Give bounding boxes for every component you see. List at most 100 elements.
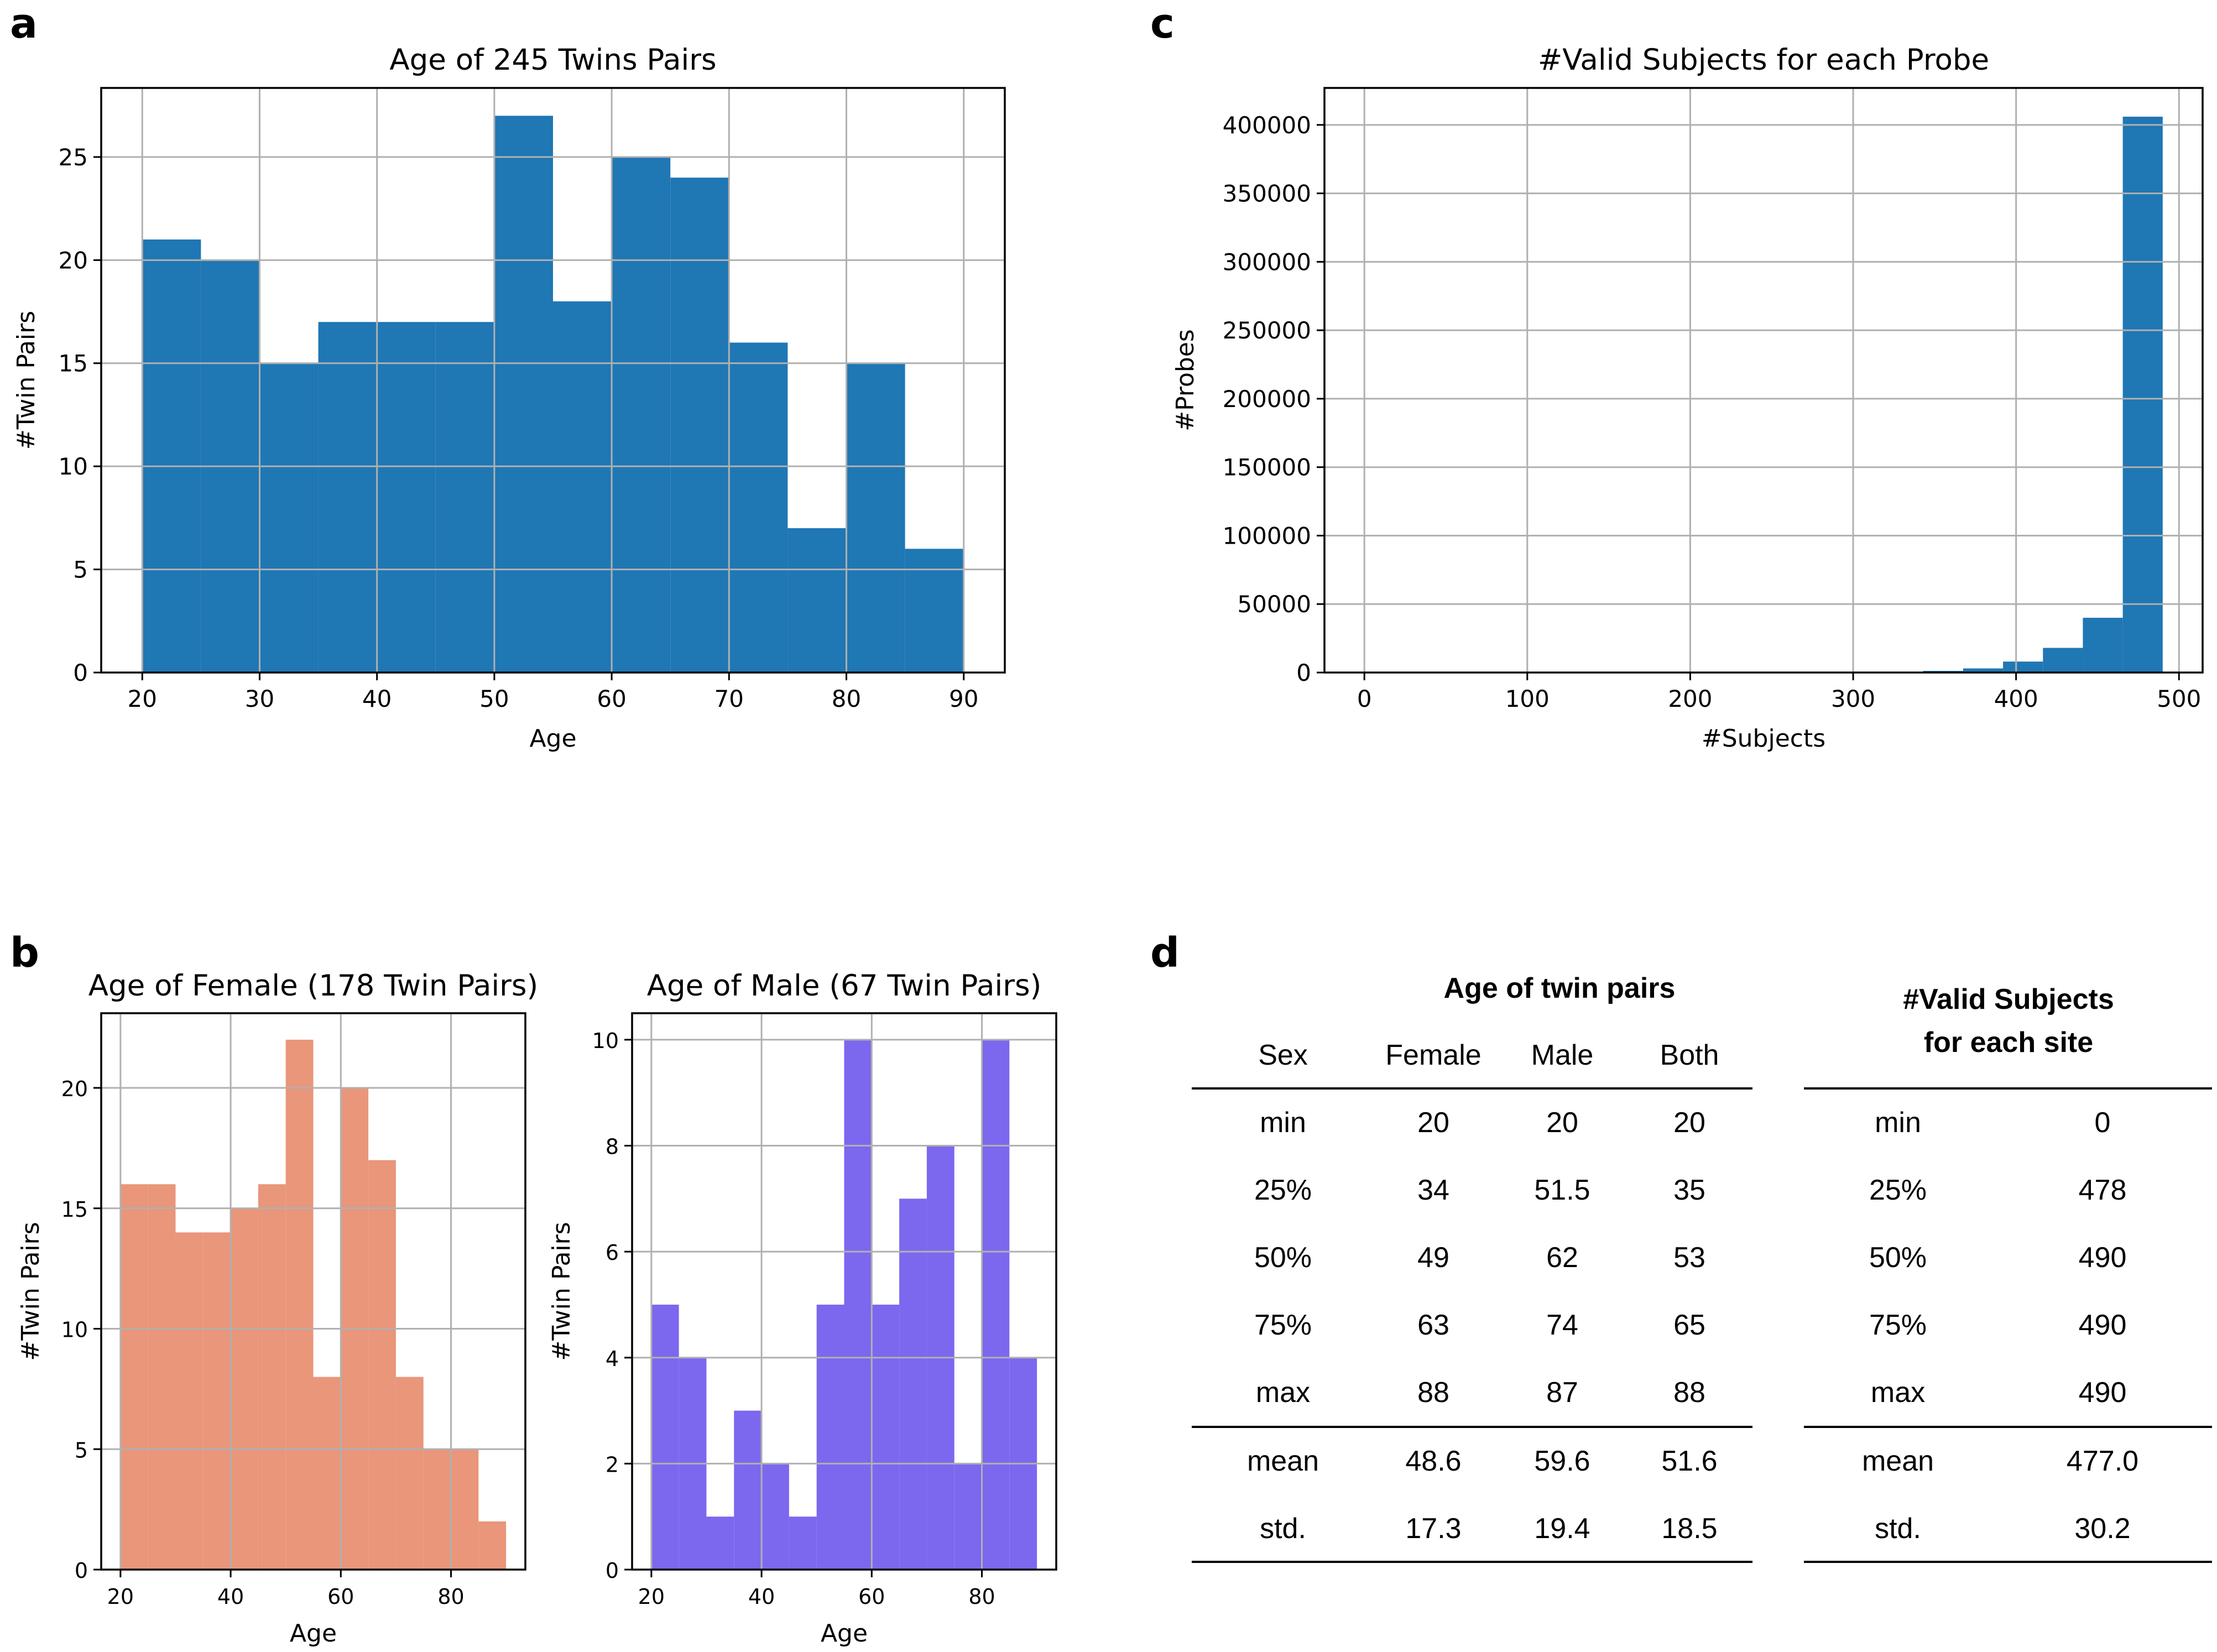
table-rule-right-bottom: [1804, 1561, 2212, 1563]
chart-title-a: Age of 245 Twins Pairs: [389, 43, 716, 77]
table-row-3-female: 63: [1417, 1309, 1449, 1341]
xtick-label-b1-1: 40: [217, 1585, 244, 1609]
bar-c-19: [2122, 116, 2163, 673]
ytick-label-c-1: 50000: [1237, 591, 1311, 618]
ytick-label-a-2: 10: [59, 453, 88, 480]
ytick-label-b2-4: 8: [606, 1135, 619, 1159]
bar-a-10: [729, 342, 788, 673]
table-row-1-female: 34: [1417, 1174, 1449, 1206]
table-rule-right-mid: [1804, 1426, 2212, 1428]
table-title-valid-subjects-line2: for each site: [1923, 1026, 2094, 1059]
bar-c-18: [2083, 617, 2123, 673]
grid-c: [1324, 88, 2203, 674]
xtick-label-c-0: 0: [1357, 685, 1372, 712]
table-row-3-both: 65: [1673, 1309, 1705, 1341]
bar-b1-11: [423, 1449, 451, 1570]
ytick-label-b2-1: 2: [606, 1452, 619, 1477]
bar-b1-7: [313, 1377, 341, 1570]
x-axis-label-a: Age: [529, 725, 576, 753]
xtick-label-a-4: 60: [597, 685, 626, 712]
bar-b1-5: [258, 1184, 286, 1570]
table-row-5-both: 51.6: [1661, 1445, 1718, 1477]
ytick-label-b1-2: 10: [61, 1318, 88, 1342]
grid-a: [101, 88, 1005, 674]
xtick-label-b2-1: 40: [748, 1585, 775, 1609]
axes-frame-a: [100, 87, 1006, 674]
bar-a-12: [846, 363, 905, 673]
table-row-4-stat: max: [1255, 1377, 1311, 1409]
table-row-2-both: 53: [1673, 1242, 1705, 1274]
table-row-4-male: 87: [1546, 1377, 1578, 1409]
chart-a: 20 30 40 50 60 70 80 90 0 5 10 15 20 25 Age of 245 Twi…: [12, 43, 1006, 753]
bar-a-13: [905, 549, 964, 673]
xtick-label-a-0: 20: [128, 685, 157, 712]
bar-b1-6: [285, 1039, 314, 1570]
table-rule-left-mid: [1192, 1426, 1752, 1428]
bar-a-9: [670, 178, 729, 673]
grid-b2: [632, 1013, 1056, 1571]
xtick-label-a-3: 50: [479, 685, 509, 712]
table-title-valid-subjects-line1: #Valid Subjects: [1903, 983, 2114, 1015]
table-row-2-site: 490: [2078, 1242, 2127, 1274]
xtick-label-b1-0: 20: [107, 1585, 134, 1609]
table-row-0-stat: min: [1260, 1107, 1306, 1139]
bars-b1: [120, 1039, 507, 1570]
table-row-4-site-stat: max: [1870, 1377, 1926, 1409]
bar-b2-4: [761, 1463, 789, 1570]
y-axis-label-b2: #Twin Pairs: [547, 1222, 576, 1361]
axes-frame-b2: [631, 1012, 1057, 1571]
ytick-label-c-8: 400000: [1223, 112, 1311, 139]
bar-c-15: [1963, 668, 2004, 673]
bar-b1-3: [203, 1232, 231, 1570]
table-header-0: Sex: [1258, 1039, 1308, 1071]
chart-title-c: #Valid Subjects for each Probe: [1538, 43, 1989, 77]
table-row-1-site: 478: [2078, 1174, 2127, 1206]
bar-a-7: [553, 301, 612, 673]
table-row-0-both: 20: [1673, 1107, 1705, 1139]
xtick-label-b2-0: 20: [638, 1585, 665, 1609]
bar-b1-9: [368, 1160, 396, 1570]
bar-b2-8: [872, 1304, 900, 1570]
table-title-valid-subjects: #Valid Subjects for each site: [1804, 978, 2213, 1064]
ytick-label-b2-3: 6: [606, 1241, 619, 1265]
table-header-1: Female: [1385, 1039, 1482, 1071]
ytick-label-b1-3: 15: [61, 1197, 88, 1222]
bar-a-3: [318, 322, 377, 673]
bars-c: [1883, 116, 2163, 673]
bar-b1-13: [478, 1521, 507, 1570]
xtick-label-c-2: 200: [1668, 685, 1712, 712]
panel-letter-a: a: [10, 0, 38, 48]
table-row-5-site-stat: mean: [1861, 1445, 1934, 1477]
table-row-0-site-stat: min: [1875, 1107, 1921, 1139]
bar-b1-2: [175, 1232, 204, 1570]
xtick-label-b1-2: 60: [327, 1585, 354, 1609]
bar-b1-0: [120, 1184, 148, 1570]
table-title-age: Age of twin pairs: [1443, 972, 1676, 1004]
bar-a-11: [787, 528, 847, 673]
ytick-label-a-3: 15: [59, 350, 88, 377]
ytick-label-b2-2: 4: [606, 1347, 619, 1371]
ytick-label-c-4: 200000: [1223, 385, 1311, 413]
table-row-3-site-stat: 75%: [1869, 1309, 1927, 1341]
xtick-label-b2-2: 60: [858, 1585, 885, 1609]
y-axis-label-c: #Probes: [1171, 329, 1199, 431]
panel-letter-b: b: [10, 929, 39, 977]
table-rule-right-top: [1804, 1087, 2212, 1090]
xtick-label-a-1: 30: [245, 685, 274, 712]
chart-b1: 20 40 60 80 0 5 10 15 20 Age of Female (178 Twin …: [17, 969, 538, 1648]
xtick-label-b2-3: 80: [968, 1585, 995, 1609]
ytick-label-b2-5: 10: [592, 1029, 619, 1053]
bar-b2-2: [706, 1516, 734, 1570]
bar-a-0: [142, 239, 201, 673]
x-axis-label-b1: Age: [290, 1619, 337, 1648]
bar-a-8: [612, 157, 671, 673]
table-rule-left-bottom: [1192, 1561, 1752, 1563]
bar-b2-3: [734, 1410, 762, 1570]
table-row-2-site-stat: 50%: [1869, 1242, 1927, 1274]
table-row-1-male: 51.5: [1534, 1174, 1590, 1206]
panel-letter-c: c: [1150, 0, 1175, 48]
table-row-0-female: 20: [1417, 1107, 1449, 1139]
ytick-label-b1-4: 20: [61, 1077, 88, 1101]
chart-c: 0 100 200 300 400 500 0 50000 100000 150000 200000…: [1171, 43, 2204, 753]
